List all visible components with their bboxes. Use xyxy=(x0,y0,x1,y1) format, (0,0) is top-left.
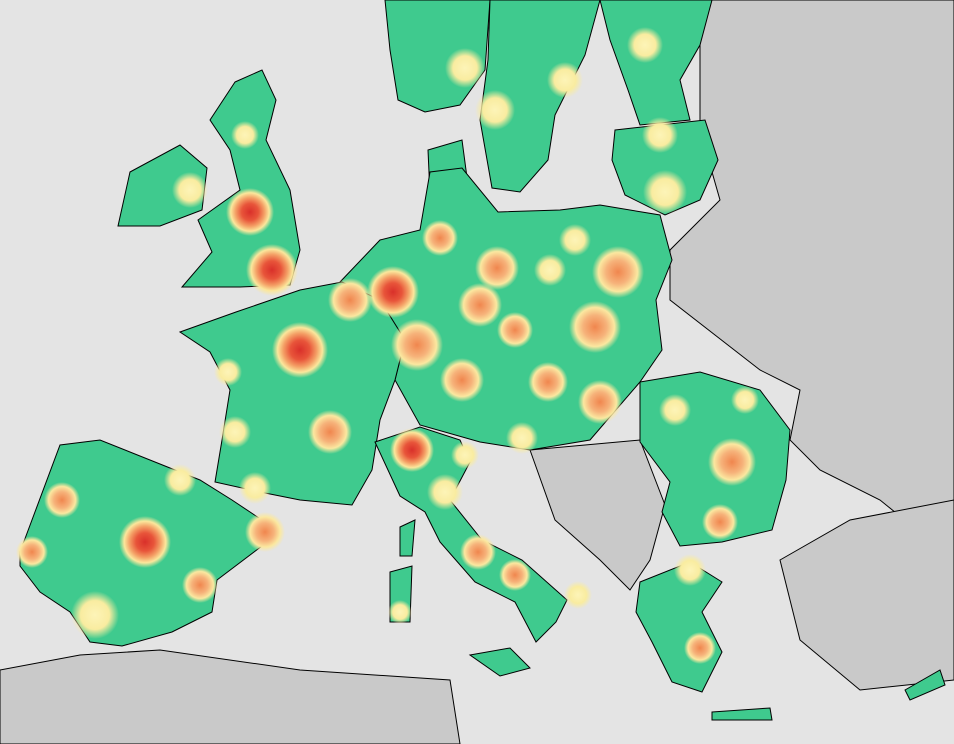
hotspot xyxy=(388,600,412,624)
hotspot xyxy=(564,581,592,609)
hotspot xyxy=(499,559,531,591)
hotspot xyxy=(71,591,119,639)
hotspot xyxy=(460,534,496,570)
hotspot xyxy=(506,422,538,454)
hotspot xyxy=(497,312,533,348)
great-britain xyxy=(180,69,301,288)
hotspot xyxy=(458,283,502,327)
hotspot xyxy=(164,464,196,496)
turkey xyxy=(779,499,954,691)
hotspot xyxy=(226,188,274,236)
hotspot xyxy=(119,516,171,568)
north-africa xyxy=(0,649,461,744)
hotspot xyxy=(427,474,463,510)
crete xyxy=(711,707,773,721)
hotspot xyxy=(627,27,663,63)
hotspot xyxy=(451,441,479,469)
hotspot xyxy=(475,90,515,130)
hotspot xyxy=(390,428,434,472)
hotspots xyxy=(16,27,759,664)
hotspot xyxy=(367,266,419,318)
hotspot xyxy=(674,554,706,586)
corsica xyxy=(399,519,416,557)
hotspot xyxy=(592,246,644,298)
finland xyxy=(599,0,713,126)
hotspot xyxy=(219,416,251,448)
hotspot xyxy=(16,536,48,568)
balkans xyxy=(529,439,666,591)
hotspot xyxy=(708,438,756,486)
hotspot xyxy=(547,62,583,98)
sicily xyxy=(468,647,531,677)
hotspot xyxy=(445,48,485,88)
hotspot xyxy=(578,380,622,424)
hotspot xyxy=(391,319,443,371)
hotspot xyxy=(214,358,242,386)
hotspot xyxy=(246,244,298,296)
baltics xyxy=(611,119,719,216)
hotspot xyxy=(422,220,458,256)
hotspot xyxy=(643,170,687,214)
hotspot xyxy=(328,278,372,322)
hotspot xyxy=(245,512,285,552)
hotspot xyxy=(534,254,566,286)
hotspot xyxy=(684,632,716,664)
hotspot xyxy=(528,362,568,402)
hotspot xyxy=(231,121,259,149)
hotspot xyxy=(440,358,484,402)
hotspot xyxy=(559,224,591,256)
hotspot xyxy=(731,386,759,414)
hotspot xyxy=(308,410,352,454)
hotspot xyxy=(182,567,218,603)
cyprus xyxy=(904,669,946,701)
eastern-europe xyxy=(669,0,954,561)
hotspot xyxy=(44,482,80,518)
hotspot xyxy=(569,301,621,353)
hotspot xyxy=(272,322,328,378)
hotspot xyxy=(172,172,208,208)
hotspot xyxy=(475,246,519,290)
sweden xyxy=(479,0,601,193)
hotspot xyxy=(642,117,678,153)
hotspot xyxy=(702,504,738,540)
hotspot xyxy=(659,394,691,426)
hotspot xyxy=(239,472,271,504)
